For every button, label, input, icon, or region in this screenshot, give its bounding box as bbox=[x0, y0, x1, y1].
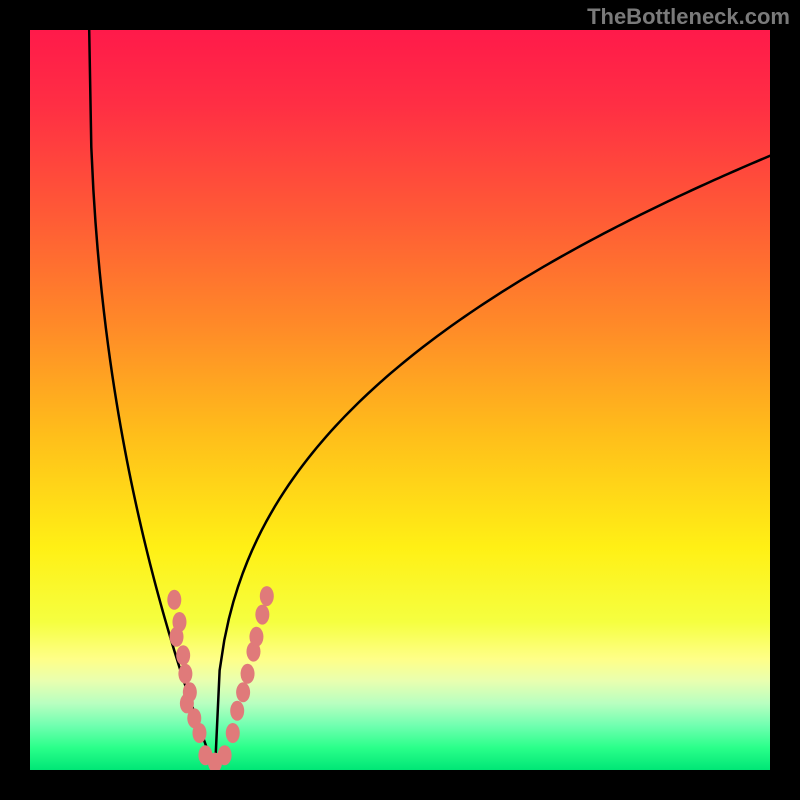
chart-svg bbox=[30, 30, 770, 770]
watermark-text: TheBottleneck.com bbox=[587, 4, 790, 30]
plot-area bbox=[30, 30, 770, 770]
chart-container: TheBottleneck.com bbox=[0, 0, 800, 800]
